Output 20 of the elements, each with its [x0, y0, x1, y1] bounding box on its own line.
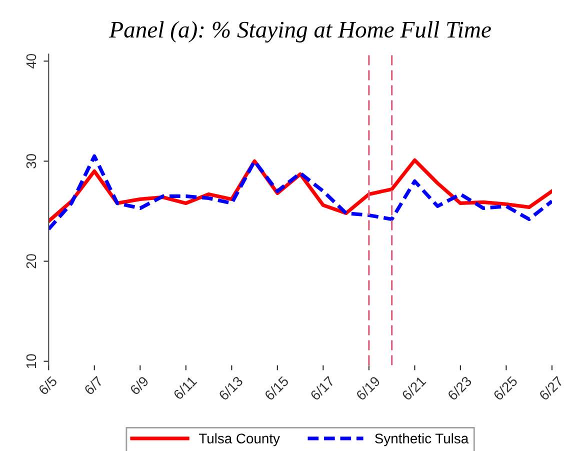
- y-tick-label: 40: [26, 54, 36, 69]
- x-tick-label: 6/27: [538, 376, 564, 401]
- x-tick-label: 6/23: [446, 375, 472, 401]
- legend-label: Synthetic Tulsa: [375, 433, 469, 446]
- x-tick-label: 6/15: [264, 375, 290, 401]
- y-tick-label: 20: [26, 254, 36, 268]
- x-tick-label: 6/7: [83, 376, 104, 396]
- x-tick-label: 6/13: [218, 375, 244, 401]
- chart-title: Panel (a): % Staying at Home Full Time: [109, 21, 491, 43]
- x-tick-label: 6/9: [129, 375, 150, 396]
- line-series: [48, 154, 552, 232]
- legend-label: Tulsa County: [198, 433, 280, 446]
- y-tick-label: 10: [26, 354, 36, 368]
- x-tick-label: 6/5: [38, 375, 58, 396]
- x-tick-label: 6/25: [492, 375, 518, 401]
- y-tick-label: 30: [26, 154, 36, 168]
- x-tick-label: 6/17: [310, 376, 335, 401]
- x-tick-label: 6/11: [172, 376, 198, 400]
- x-tick-label: 6/19: [355, 375, 381, 401]
- x-tick-label: 6/21: [401, 376, 426, 401]
